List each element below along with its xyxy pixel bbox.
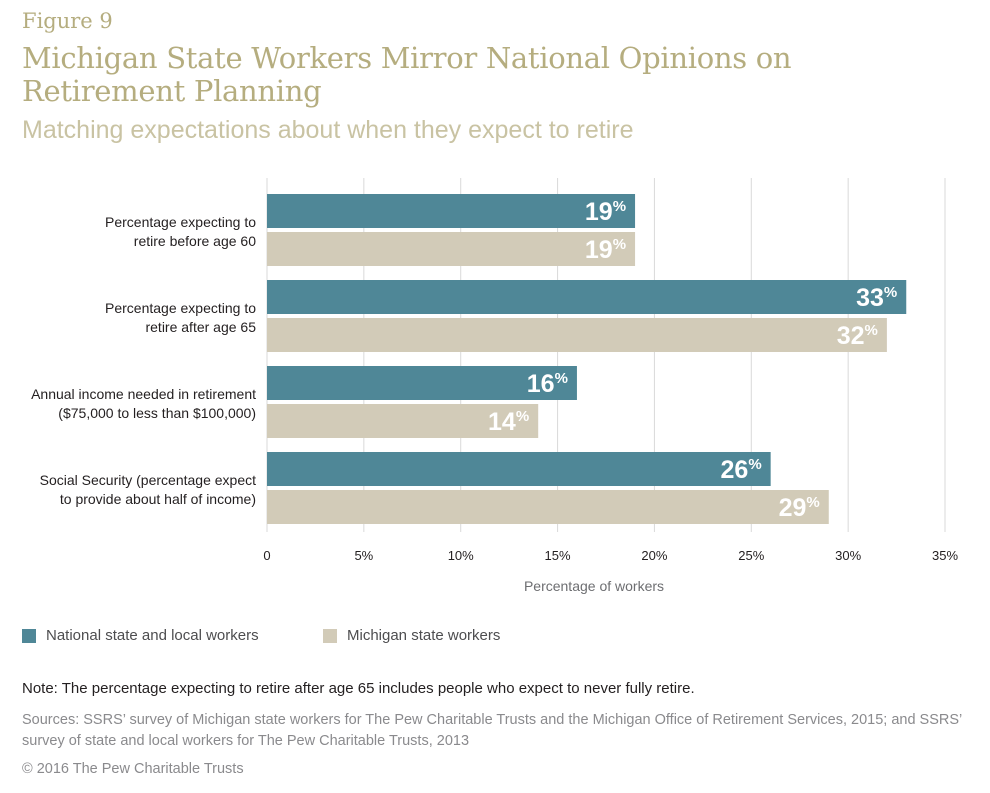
bar <box>267 280 907 314</box>
bar <box>267 232 636 266</box>
category-label: Social Security (percentage expect <box>40 472 256 488</box>
data-label: 16% <box>527 370 568 398</box>
legend-swatch-michigan <box>323 628 337 643</box>
category-label: Annual income needed in retirement <box>31 386 256 402</box>
x-tick-label: 30% <box>835 548 861 563</box>
category-label: Percentage expecting to <box>105 300 256 316</box>
bar <box>267 318 887 352</box>
category-label: retire after age 65 <box>145 319 256 335</box>
category-label: to provide about half of income) <box>60 491 256 507</box>
x-tick-label: 0 <box>263 548 270 563</box>
x-tick-label: 20% <box>641 548 667 563</box>
bar-chart: 0 5% 10% 15% 20% 25% 30% 35% Percentage of worke… <box>31 178 958 594</box>
bar <box>267 194 636 228</box>
bar <box>267 452 771 486</box>
x-tick-label: 35% <box>932 548 958 563</box>
data-label: 29% <box>779 494 820 522</box>
chart-note: Note: The percentage expecting to retire… <box>22 680 695 697</box>
legend-item-michigan: Michigan state workers <box>323 627 500 644</box>
x-tick-label: 25% <box>738 548 764 563</box>
bar <box>267 404 539 438</box>
copyright: © 2016 The Pew Charitable Trusts <box>22 761 244 777</box>
chart-sources: Sources: SSRS’ survey of Michigan state … <box>22 712 962 749</box>
data-label: 19% <box>585 198 626 226</box>
bar <box>267 366 577 400</box>
category-label: Percentage expecting to <box>105 214 256 230</box>
legend-label-national: National state and local workers <box>46 627 259 644</box>
x-axis-label: Percentage of workers <box>524 578 664 594</box>
chart-title: Michigan State Workers Mirror National O… <box>22 41 792 108</box>
bar <box>267 490 829 524</box>
x-tick-label: 15% <box>545 548 571 563</box>
data-label: 32% <box>837 322 878 350</box>
x-tick-label: 10% <box>448 548 474 563</box>
category-label: ($75,000 to less than $100,000) <box>58 405 256 421</box>
category-label: retire before age 60 <box>134 233 256 249</box>
chart-subtitle: Matching expectations about when they ex… <box>22 116 634 144</box>
x-tick-label: 5% <box>354 548 373 563</box>
data-label: 14% <box>488 408 529 436</box>
data-label: 33% <box>856 284 897 312</box>
legend-label-michigan: Michigan state workers <box>347 627 501 644</box>
figure-label: Figure 9 <box>22 9 113 33</box>
data-label: 26% <box>721 456 762 484</box>
legend-item-national: National state and local workers <box>22 627 259 644</box>
legend-swatch-national <box>22 628 36 643</box>
data-label: 19% <box>585 236 626 264</box>
